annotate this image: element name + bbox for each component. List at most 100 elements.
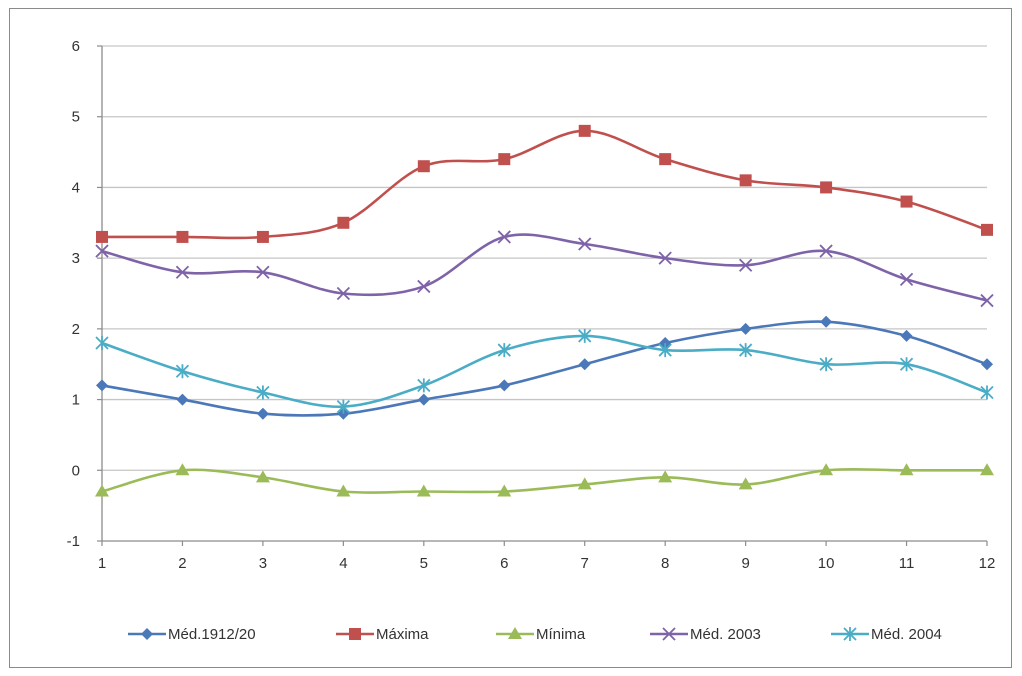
chart-frame xyxy=(9,8,1012,668)
y-tick-label: 5 xyxy=(72,109,80,126)
legend-item: Méd. 2003 xyxy=(650,626,761,643)
series-line xyxy=(101,467,987,494)
legend-item: Méd. 2004 xyxy=(831,626,942,643)
data-point xyxy=(95,336,109,350)
data-point xyxy=(899,272,914,286)
legend-item: Mínima xyxy=(496,626,586,643)
x-tick-label: 8 xyxy=(661,555,669,572)
y-tick-label: 2 xyxy=(72,321,80,338)
data-point xyxy=(739,174,752,187)
y-tick-label: -1 xyxy=(67,533,80,550)
data-point xyxy=(981,223,993,236)
data-point xyxy=(336,286,351,301)
data-point xyxy=(578,328,592,343)
data-point xyxy=(820,181,833,194)
legend-marker xyxy=(843,627,857,641)
series-lines xyxy=(95,124,994,497)
series-line xyxy=(101,233,988,302)
legend-label: Méd. 2004 xyxy=(871,626,942,643)
x-tick-label: 10 xyxy=(818,555,835,572)
legend-label: Máxima xyxy=(376,626,429,643)
x-tick-label: 9 xyxy=(741,555,749,572)
x-tick-label: 3 xyxy=(259,555,267,572)
data-point xyxy=(96,230,108,243)
legend-item: Máxima xyxy=(336,626,429,643)
data-point xyxy=(899,463,914,476)
data-point xyxy=(738,477,753,490)
data-point xyxy=(175,364,190,379)
x-tick-label: 6 xyxy=(500,555,508,572)
data-point xyxy=(336,399,351,414)
data-point xyxy=(578,237,592,251)
series-m-d-2003 xyxy=(95,230,994,308)
legend-marker xyxy=(141,628,153,640)
data-point xyxy=(899,357,914,372)
y-tick-label: 1 xyxy=(72,392,80,409)
x-tick-label: 1 xyxy=(98,555,106,572)
data-point xyxy=(417,378,431,393)
data-point xyxy=(497,230,511,244)
y-tick-label: 3 xyxy=(72,250,80,267)
legend-marker xyxy=(349,628,361,640)
data-point xyxy=(577,477,592,490)
data-point xyxy=(981,358,993,371)
series-m-xima xyxy=(96,124,993,243)
data-point xyxy=(416,484,431,497)
data-point xyxy=(578,358,591,371)
data-point xyxy=(659,153,672,166)
legend-item: Méd.1912/20 xyxy=(128,626,256,643)
x-tick-label: 4 xyxy=(339,555,347,572)
legend-marker xyxy=(662,627,676,641)
data-point xyxy=(256,265,270,279)
data-point xyxy=(819,244,833,258)
data-point xyxy=(417,160,430,173)
data-point xyxy=(497,343,511,358)
data-point xyxy=(658,251,672,265)
legend-marker xyxy=(508,627,522,639)
data-point xyxy=(497,484,512,497)
data-point xyxy=(175,265,190,279)
data-point xyxy=(336,484,351,497)
series-line xyxy=(101,334,988,408)
data-point xyxy=(417,393,430,406)
x-tick-label: 5 xyxy=(420,555,428,572)
data-point xyxy=(738,343,753,358)
series-m-nima xyxy=(95,463,994,497)
data-point xyxy=(900,329,913,342)
data-point xyxy=(658,470,673,483)
data-point xyxy=(980,463,994,476)
series-line xyxy=(102,129,988,240)
series-line xyxy=(101,320,988,417)
legend-label: Méd.1912/20 xyxy=(168,626,256,643)
y-tick-label: 6 xyxy=(72,38,80,55)
data-point xyxy=(95,244,109,258)
x-tick-label: 7 xyxy=(581,555,589,572)
data-point xyxy=(95,484,109,497)
data-point xyxy=(900,195,913,208)
data-point xyxy=(176,393,189,406)
data-point xyxy=(738,258,753,272)
data-point xyxy=(658,343,672,358)
y-tick-label: 4 xyxy=(72,179,80,196)
data-point xyxy=(337,216,350,229)
legend: Méd.1912/20 Máxima Mínima Méd. 2003 Méd. 200… xyxy=(128,626,942,643)
y-tick-label: 0 xyxy=(72,462,80,479)
series-m-d-2004 xyxy=(95,328,994,414)
data-point xyxy=(819,463,834,476)
data-point xyxy=(96,379,108,392)
data-point xyxy=(980,293,994,308)
data-point xyxy=(176,230,189,243)
data-point xyxy=(820,315,833,328)
data-point xyxy=(498,153,511,166)
data-point xyxy=(498,379,511,392)
data-point xyxy=(819,357,833,372)
data-point xyxy=(578,124,591,137)
data-point xyxy=(255,470,270,483)
data-point xyxy=(256,385,270,400)
legend-label: Mínima xyxy=(536,626,586,643)
data-point xyxy=(739,322,752,335)
legend-label: Méd. 2003 xyxy=(690,626,761,643)
data-point xyxy=(256,407,269,420)
